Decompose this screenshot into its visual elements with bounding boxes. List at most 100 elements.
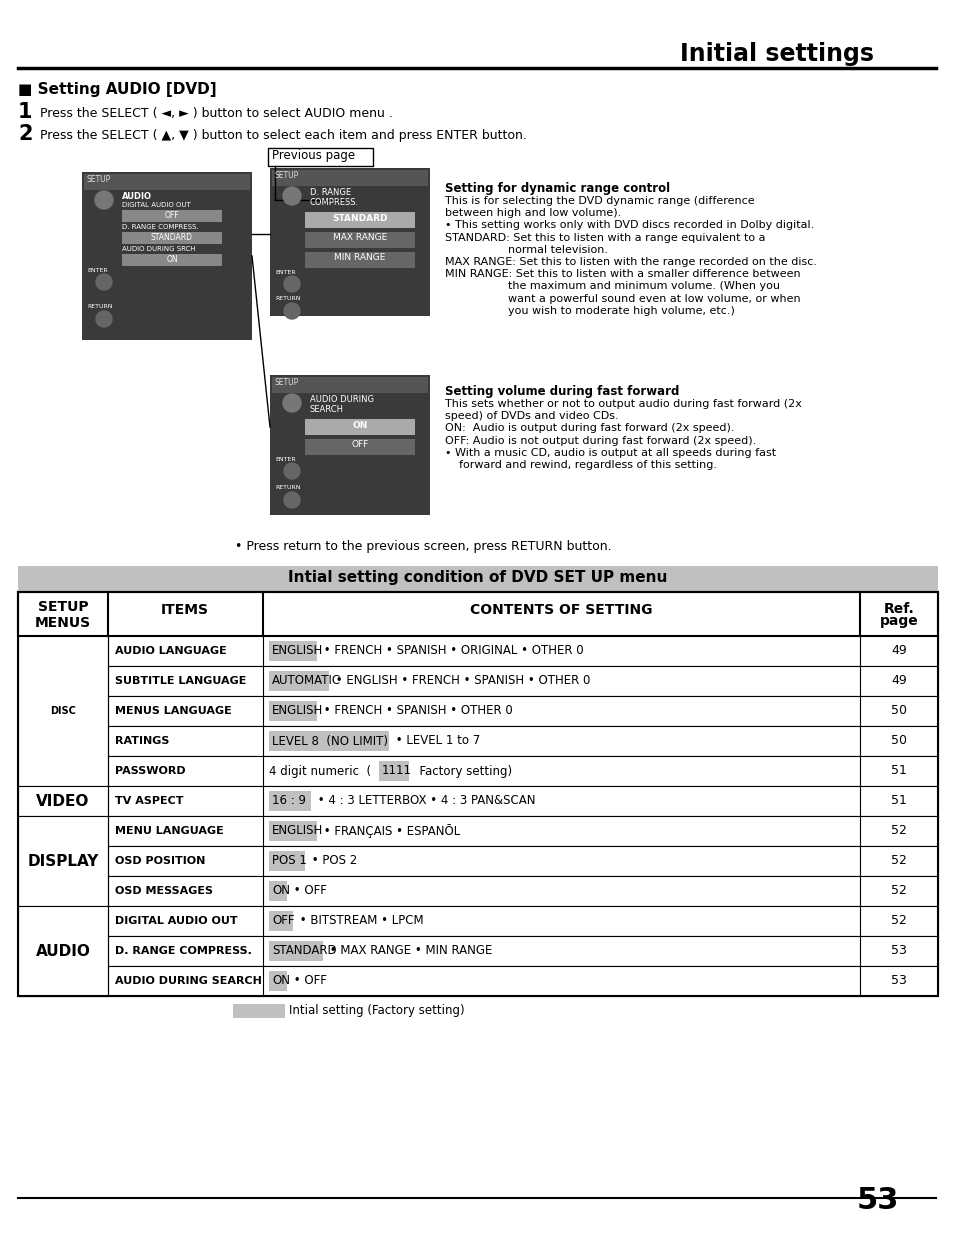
Bar (270, 168, 430, 316)
Bar (18, 666, 937, 697)
Bar (269, 701, 316, 721)
Bar (269, 941, 323, 961)
Text: RETURN: RETURN (87, 304, 112, 309)
Bar (18, 906, 937, 936)
Text: 4 digit numeric  (: 4 digit numeric ( (269, 764, 375, 778)
Text: want a powerful sound even at low volume, or when: want a powerful sound even at low volume… (444, 294, 800, 304)
Circle shape (284, 492, 299, 508)
Bar (269, 851, 305, 871)
Text: • FRENCH • SPANISH • OTHER 0: • FRENCH • SPANISH • OTHER 0 (319, 704, 512, 718)
Text: DISPLAY: DISPLAY (28, 853, 98, 868)
Text: 50: 50 (890, 704, 906, 718)
Text: OFF: OFF (272, 914, 294, 927)
Text: AUDIO: AUDIO (122, 191, 152, 201)
Text: • MAX RANGE • MIN RANGE: • MAX RANGE • MIN RANGE (326, 945, 492, 957)
Circle shape (283, 186, 301, 205)
Text: 1111: 1111 (381, 764, 411, 778)
Bar (18, 636, 937, 666)
Text: • BITSTREAM • LPCM: • BITSTREAM • LPCM (295, 914, 423, 927)
Text: OFF: Audio is not output during fast forward (2x speed).: OFF: Audio is not output during fast for… (444, 436, 756, 446)
Bar (268, 148, 373, 165)
Text: ON: ON (352, 421, 367, 430)
Bar (18, 906, 108, 995)
Bar (272, 377, 428, 393)
Bar (18, 592, 937, 636)
Bar (305, 232, 415, 248)
Text: VIDEO: VIDEO (36, 794, 90, 809)
Text: D. RANGE: D. RANGE (310, 188, 351, 198)
Bar (18, 785, 108, 816)
Text: D. RANGE COMPRESS.: D. RANGE COMPRESS. (122, 224, 198, 230)
Bar (305, 212, 415, 228)
Text: AUDIO: AUDIO (35, 944, 91, 958)
Circle shape (96, 274, 112, 290)
Text: SETUP: SETUP (274, 170, 299, 180)
Text: LEVEL 8  (NO LIMIT): LEVEL 8 (NO LIMIT) (272, 735, 388, 747)
Bar (269, 911, 293, 931)
Text: 52: 52 (890, 825, 906, 837)
Text: 52: 52 (890, 855, 906, 867)
Text: This sets whether or not to output audio during fast forward (2x: This sets whether or not to output audio… (444, 399, 801, 409)
Text: MIN RANGE: Set this to listen with a smaller difference between: MIN RANGE: Set this to listen with a sma… (444, 269, 800, 279)
Text: ■ Setting AUDIO [DVD]: ■ Setting AUDIO [DVD] (18, 82, 216, 98)
Text: 52: 52 (890, 914, 906, 927)
Circle shape (96, 311, 112, 327)
Circle shape (283, 394, 301, 412)
Text: MAX RANGE: MAX RANGE (333, 233, 387, 242)
Text: 49: 49 (890, 674, 906, 688)
Text: AUDIO LANGUAGE: AUDIO LANGUAGE (115, 646, 227, 656)
Text: ENGLISH: ENGLISH (272, 825, 323, 837)
Text: DISC: DISC (50, 706, 76, 716)
Text: STANDARD: Set this to listen with a range equivalent to a: STANDARD: Set this to listen with a rang… (444, 232, 764, 242)
Text: ON: ON (166, 254, 177, 264)
Bar (18, 636, 108, 785)
Text: page: page (879, 614, 918, 629)
Text: COMPRESS.: COMPRESS. (310, 198, 358, 207)
Text: ON: ON (272, 974, 290, 988)
Text: DIGITAL AUDIO OUT: DIGITAL AUDIO OUT (115, 916, 237, 926)
Bar (269, 671, 329, 692)
Bar (378, 761, 409, 781)
Text: SETUP: SETUP (87, 175, 112, 184)
Text: Intial setting condition of DVD SET UP menu: Intial setting condition of DVD SET UP m… (288, 571, 667, 585)
Text: • With a music CD, audio is output at all speeds during fast: • With a music CD, audio is output at al… (444, 448, 776, 458)
Bar (18, 726, 937, 756)
Text: Setting for dynamic range control: Setting for dynamic range control (444, 182, 669, 195)
Text: ON:  Audio is output during fast forward (2x speed).: ON: Audio is output during fast forward … (444, 424, 734, 433)
Text: 1111: 1111 (272, 764, 302, 778)
Text: • POS 2: • POS 2 (308, 855, 356, 867)
Text: Previous page: Previous page (272, 149, 355, 162)
Text: the maximum and minimum volume. (When you: the maximum and minimum volume. (When yo… (444, 282, 780, 291)
Text: • 4 : 3 LETTERBOX • 4 : 3 PAN&SCAN: • 4 : 3 LETTERBOX • 4 : 3 PAN&SCAN (314, 794, 535, 808)
Text: ENTER: ENTER (274, 270, 295, 275)
Bar (82, 172, 252, 340)
Bar (269, 790, 311, 811)
Bar (18, 785, 937, 816)
Bar (18, 936, 937, 966)
Bar (122, 254, 222, 266)
Bar (233, 1004, 285, 1018)
Bar (305, 438, 415, 454)
Bar (18, 816, 937, 846)
Text: • FRANÇAIS • ESPANŌL: • FRANÇAIS • ESPANŌL (319, 824, 459, 839)
Text: 53: 53 (856, 1186, 899, 1215)
Text: AUTOMATIC: AUTOMATIC (272, 674, 341, 688)
Text: OSD POSITION: OSD POSITION (115, 856, 205, 866)
Text: Press the SELECT ( ◄, ► ) button to select AUDIO menu .: Press the SELECT ( ◄, ► ) button to sele… (40, 107, 393, 120)
Text: MAX RANGE: Set this to listen with the range recorded on the disc.: MAX RANGE: Set this to listen with the r… (444, 257, 816, 267)
Text: CONTENTS OF SETTING: CONTENTS OF SETTING (469, 603, 652, 618)
Text: • LEVEL 1 to 7: • LEVEL 1 to 7 (392, 735, 479, 747)
Text: 2: 2 (18, 124, 32, 144)
Text: ON: ON (272, 884, 290, 898)
Text: 16 : 9: 16 : 9 (272, 794, 306, 808)
Bar (18, 846, 937, 876)
Text: • OFF: • OFF (290, 974, 327, 988)
Bar (18, 697, 937, 726)
Text: normal television.: normal television. (444, 245, 607, 254)
Text: TV ASPECT: TV ASPECT (115, 797, 183, 806)
Bar (18, 876, 937, 906)
Text: 53: 53 (890, 945, 906, 957)
Text: STANDARD: STANDARD (272, 945, 336, 957)
Text: 52: 52 (890, 884, 906, 898)
Text: RATINGS: RATINGS (115, 736, 170, 746)
